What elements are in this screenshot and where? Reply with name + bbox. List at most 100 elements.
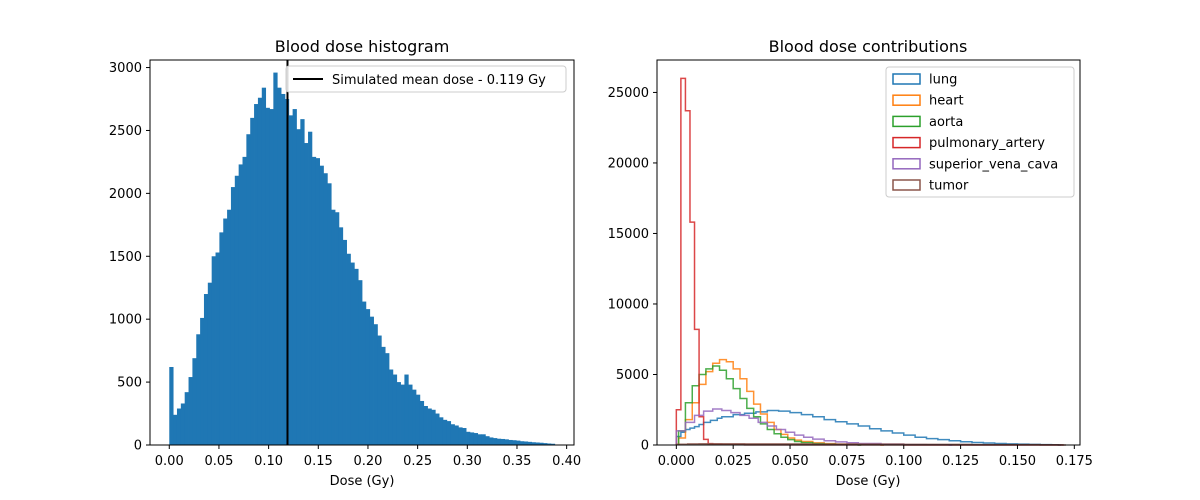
histogram-bar — [481, 434, 486, 445]
histogram-bar — [458, 427, 463, 445]
x-tick-label: 0.00 — [155, 454, 184, 469]
histogram-bar — [219, 232, 224, 445]
histogram-bar — [466, 431, 471, 445]
histogram-bar — [227, 209, 232, 445]
legend-swatch — [892, 73, 921, 85]
histogram-bar — [327, 183, 332, 445]
histogram-bar — [196, 334, 201, 445]
histogram-bar — [377, 335, 382, 445]
histogram-bar — [427, 408, 432, 445]
histogram-bar — [520, 441, 525, 445]
dose-histogram-chart: Blood dose histogram 0.00 0.05 0.10 0.15 0.2… — [109, 37, 581, 489]
histogram-bar — [288, 115, 294, 446]
histogram-bar — [527, 441, 532, 445]
x-axis-ticks: 0.00 0.05 0.10 0.15 0.20 0.25 0.30 0.35 0.40 — [155, 445, 581, 469]
x-tick-label: 0.40 — [552, 454, 581, 469]
x-tick-label: 0.20 — [353, 454, 382, 469]
histogram-bar — [396, 382, 401, 445]
histogram-bar — [315, 158, 320, 445]
histogram-bar — [192, 358, 197, 445]
histogram-bar — [415, 394, 421, 445]
histogram-bar — [304, 143, 309, 445]
x-tick-label: 0.175 — [1056, 454, 1093, 469]
histogram-bar — [539, 442, 544, 445]
histogram-bar — [412, 389, 417, 445]
histogram-bar — [504, 439, 509, 445]
histogram-bar — [238, 164, 243, 445]
histogram-bar — [269, 109, 274, 445]
histogram-bar — [246, 134, 251, 445]
legend: Simulated mean dose - 0.119 Gy — [285, 65, 567, 93]
histogram-bar — [281, 93, 286, 446]
histogram-bar — [342, 239, 347, 445]
legend-swatch — [892, 136, 921, 149]
y-tick-label: 5000 — [616, 368, 649, 383]
y-tick-label: 0 — [641, 439, 649, 454]
y-tick-label: 1500 — [109, 250, 142, 265]
histogram-bar — [338, 227, 344, 445]
histogram-bar — [257, 97, 263, 446]
histogram-bar — [392, 374, 398, 445]
histogram-bar — [547, 443, 552, 445]
x-axis-label: Dose (Gy) — [836, 474, 901, 489]
histogram-bar — [323, 173, 328, 445]
histogram-bar — [431, 409, 436, 445]
histogram-bar — [184, 392, 189, 445]
histogram-bar — [388, 369, 394, 445]
y-tick-label: 25000 — [608, 86, 649, 101]
histogram-bar — [273, 72, 278, 445]
histogram-bar — [489, 437, 494, 445]
y-tick-label: 500 — [117, 376, 142, 391]
histogram-bar — [234, 175, 240, 445]
x-tick-label: 0.050 — [771, 454, 808, 469]
x-tick-label: 0.000 — [658, 454, 695, 469]
histogram-bar — [408, 384, 413, 445]
histogram-bar — [535, 442, 540, 445]
histogram-bar — [439, 417, 444, 445]
x-axis-ticks: 0.000 0.025 0.050 0.075 0.100 0.125 0.150 0.175 — [658, 445, 1093, 469]
histogram-bar — [223, 218, 228, 445]
y-axis-ticks: 0 5000 10000 15000 20000 25000 — [608, 86, 657, 454]
legend-box — [885, 66, 1075, 198]
histogram-bar — [169, 366, 174, 445]
legend-swatch — [892, 158, 921, 170]
histogram-bar — [419, 400, 425, 445]
histogram-bar — [385, 353, 390, 445]
histogram-bar — [523, 441, 529, 445]
histogram-bar — [469, 432, 475, 445]
histogram-bar — [230, 187, 236, 445]
histogram-bar — [373, 324, 378, 445]
x-tick-label: 0.125 — [942, 454, 979, 469]
histogram-bar — [496, 438, 502, 445]
histogram-bar — [442, 419, 448, 445]
y-tick-label: 10000 — [608, 297, 649, 312]
histogram-bar — [331, 209, 336, 445]
x-tick-label: 0.30 — [453, 454, 482, 469]
histogram-bar — [188, 377, 193, 445]
x-axis-label: Dose (Gy) — [330, 474, 395, 489]
histogram-bar — [500, 438, 506, 445]
histogram-bar — [543, 443, 548, 445]
histogram-bar — [462, 428, 467, 445]
x-tick-label: 0.10 — [254, 454, 283, 469]
histogram-bar — [435, 413, 440, 445]
y-tick-label: 0 — [134, 439, 142, 454]
legend-box — [285, 65, 567, 93]
histogram-bar — [242, 156, 247, 445]
histogram-bar — [319, 165, 324, 445]
histogram-bar — [454, 425, 459, 445]
x-tick-label: 0.150 — [999, 454, 1036, 469]
histogram-bar — [250, 117, 255, 445]
legend-entry-heart: heart — [929, 94, 964, 109]
legend-entry-superior-vena-cava: superior_vena_cava — [929, 157, 1058, 172]
histogram-bar — [215, 252, 220, 445]
histogram-bar — [446, 421, 452, 445]
histogram-bar — [354, 268, 359, 445]
x-tick-label: 0.25 — [403, 454, 432, 469]
plot-area — [169, 60, 556, 446]
histogram-bar — [173, 414, 178, 445]
legend: lung heart aorta pulmonary_artery superior_v… — [885, 66, 1075, 198]
y-axis-ticks: 0 500 1000 1500 2000 2500 3000 — [109, 61, 150, 454]
histogram-bar — [350, 262, 355, 445]
